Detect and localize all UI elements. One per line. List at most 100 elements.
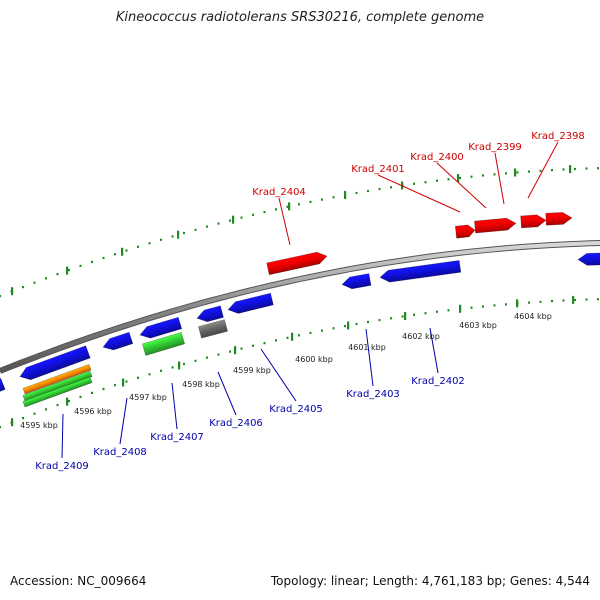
rna-green-2-shape <box>22 376 93 408</box>
major-tick <box>232 215 235 224</box>
gene-blue-3-shape <box>196 305 224 323</box>
scale-label: 4595 kbp <box>20 421 58 430</box>
upper-major-ticks <box>11 165 572 296</box>
rna-green-1 <box>22 370 93 402</box>
forward-gene-1-leader <box>377 174 461 213</box>
gene-partial-left-shape <box>0 377 6 393</box>
gene-krad-2403-shape <box>341 273 372 290</box>
genome-summary: Topology: linear; Length: 4,761,183 bp; … <box>270 574 590 588</box>
gene-blue-2 <box>139 316 183 339</box>
major-tick <box>291 332 294 341</box>
major-tick <box>11 418 14 427</box>
reverse-gene-1-leader <box>119 397 128 445</box>
scale-label: 4601 kbp <box>348 343 386 352</box>
gene-blue-right-shape <box>577 252 600 266</box>
forward-gene-2-label: Krad_2400 <box>410 152 464 163</box>
major-tick <box>178 361 181 370</box>
gene-krad-2407-shape <box>141 331 186 356</box>
major-tick <box>404 312 407 320</box>
map-title: Kineococcus radiotolerans SRS30216, comp… <box>115 10 485 25</box>
major-tick <box>457 174 460 183</box>
rna-orange <box>22 363 92 395</box>
reverse-gene-4-label: Krad_2405 <box>269 404 323 415</box>
reverse-gene-6-label: Krad_2402 <box>411 376 465 387</box>
forward-gene-3-leader <box>494 152 505 205</box>
gene-krad-2399 <box>520 214 547 229</box>
reverse-gene-5-label: Krad_2403 <box>346 389 400 400</box>
rna-orange-shape <box>22 363 92 395</box>
gene-krad-2399-shape <box>520 214 547 229</box>
scale-label: 4596 kbp <box>74 407 112 416</box>
major-tick <box>121 247 124 256</box>
scale-label: 4599 kbp <box>233 366 271 375</box>
major-tick <box>122 378 125 387</box>
reverse-gene-0-leader <box>61 413 64 459</box>
reverse-gene-4-leader <box>260 348 297 402</box>
reverse-gene-2-label: Krad_2407 <box>150 432 204 443</box>
major-tick <box>66 266 69 275</box>
accession-label: Accession: NC_009664 <box>10 574 147 588</box>
lower-major-ticks <box>11 295 575 427</box>
reverse-gene-1-label: Krad_2408 <box>93 447 147 458</box>
rna-green-2 <box>22 376 93 408</box>
gene-krad-2406-shape <box>198 319 228 339</box>
scale-label: 4604 kbp <box>514 312 552 321</box>
scale-label: 4603 kbp <box>459 321 497 330</box>
gene-krad-2408-shape <box>102 331 134 351</box>
reverse-gene-2-leader <box>171 382 178 430</box>
gene-krad-2407 <box>141 331 186 356</box>
reverse-gene-3-label: Krad_2406 <box>209 418 263 429</box>
forward-gene-3-label: Krad_2399 <box>468 142 522 153</box>
major-tick <box>572 295 575 304</box>
major-tick <box>459 304 462 313</box>
forward-gene-4-leader <box>527 141 559 199</box>
major-tick <box>177 230 180 239</box>
scale-label: 4598 kbp <box>182 380 220 389</box>
gene-blue-3 <box>196 305 224 323</box>
scale-label: 4600 kbp <box>295 355 333 364</box>
gene-krad-2409 <box>19 345 91 381</box>
gene-krad-2401-shape <box>454 224 476 239</box>
reverse-gene-5-leader <box>365 328 374 387</box>
scale-label: 4597 kbp <box>129 393 167 402</box>
gene-krad-2406 <box>198 319 228 339</box>
reverse-gene-0-label: Krad_2409 <box>35 461 89 472</box>
gene-krad-2405 <box>227 292 274 314</box>
forward-gene-2-leader <box>436 162 487 209</box>
forward-gene-1-label: Krad_2401 <box>351 164 405 175</box>
major-tick <box>516 299 519 308</box>
gene-krad-2408 <box>102 331 134 351</box>
gene-krad-2400-shape <box>474 217 517 234</box>
major-tick <box>514 168 517 177</box>
major-tick <box>234 346 237 355</box>
gene-krad-2401 <box>454 224 476 239</box>
gene-blue-right <box>577 252 600 266</box>
gene-krad-2405-shape <box>227 292 274 314</box>
reverse-gene-3-leader <box>217 371 237 416</box>
gene-blue-2-shape <box>139 316 183 339</box>
gene-krad-2404-shape <box>266 251 328 276</box>
major-tick <box>288 202 291 211</box>
gene-krad-2402-shape <box>379 260 462 283</box>
major-tick <box>569 165 572 174</box>
reverse-gene-6-leader <box>429 327 439 374</box>
genome-backbone-highlight <box>0 241 600 373</box>
gene-partial-left <box>0 377 6 393</box>
rna-green-1-shape <box>22 370 93 402</box>
major-tick <box>66 397 69 406</box>
gene-krad-2398 <box>545 212 573 226</box>
gene-krad-2403 <box>341 273 372 290</box>
forward-gene-0-label: Krad_2404 <box>252 187 306 198</box>
major-tick <box>347 321 350 330</box>
forward-gene-0-leader <box>278 197 291 246</box>
major-tick <box>344 191 347 199</box>
gene-krad-2398-shape <box>545 212 573 226</box>
gene-krad-2404 <box>266 251 328 276</box>
gene-krad-2409-shape <box>19 345 91 381</box>
gene-krad-2402 <box>379 260 462 283</box>
scale-label: 4602 kbp <box>402 332 440 341</box>
gene-krad-2400 <box>474 217 517 234</box>
forward-gene-4-label: Krad_2398 <box>531 131 585 142</box>
